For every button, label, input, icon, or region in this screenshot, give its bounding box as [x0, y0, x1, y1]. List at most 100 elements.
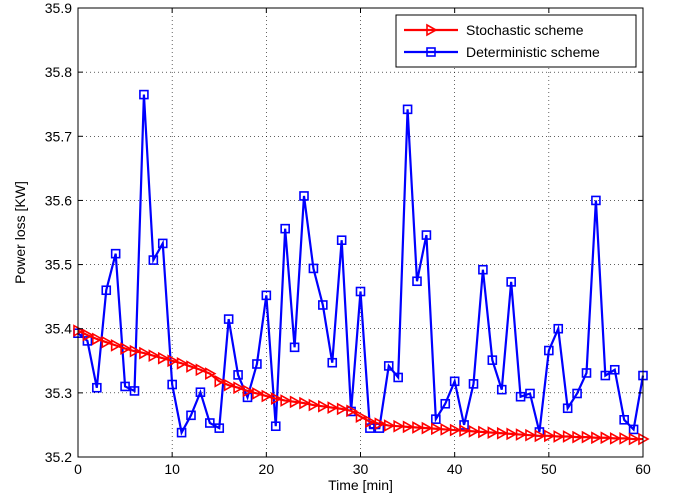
data-point	[412, 276, 422, 287]
legend-marker	[426, 47, 436, 57]
data-point	[468, 424, 481, 438]
data-point	[431, 422, 443, 436]
data-point	[299, 396, 311, 410]
data-point	[270, 421, 281, 432]
data-point	[261, 290, 272, 301]
legend-label: Deterministic scheme	[466, 44, 600, 60]
y-tick-label: 35.3	[45, 385, 72, 401]
data-point	[92, 382, 102, 393]
y-tick-label: 35.9	[45, 0, 72, 16]
axis-ticks: 0 10 20 30 40 50 60 35.2 35.3 35.4 35.5 35.6 35.7 35.…	[45, 0, 651, 477]
data-point	[440, 423, 452, 436]
data-point	[402, 104, 413, 115]
y-axis-title: Power loss [KW]	[12, 181, 28, 284]
y-tick-label: 35.2	[45, 449, 72, 465]
series-line	[77, 94, 645, 436]
data-point	[600, 431, 612, 445]
series-1	[73, 89, 648, 438]
data-point	[289, 342, 300, 353]
data-point	[157, 238, 168, 249]
data-point	[176, 356, 189, 370]
data-point	[619, 414, 629, 425]
data-point	[534, 429, 547, 443]
data-point	[308, 398, 321, 412]
data-point	[205, 418, 215, 428]
data-point	[82, 328, 95, 342]
x-tick-label: 40	[447, 461, 463, 477]
data-point	[374, 417, 386, 431]
data-point	[600, 370, 611, 381]
data-point	[176, 427, 187, 438]
data-point	[346, 404, 358, 418]
data-point	[525, 388, 535, 399]
data-point	[515, 428, 528, 441]
data-point	[195, 363, 208, 377]
data-point	[355, 410, 368, 423]
series-line	[77, 329, 643, 441]
data-point	[421, 230, 432, 240]
x-tick-label: 20	[259, 461, 275, 477]
y-tick-label: 35.7	[45, 128, 72, 144]
data-point	[242, 384, 255, 398]
data-point	[101, 285, 112, 296]
data-point	[327, 357, 338, 368]
data-point	[186, 410, 196, 421]
data-point	[544, 345, 554, 356]
data-point	[120, 342, 132, 355]
data-point	[167, 379, 177, 390]
data-point	[478, 264, 488, 275]
x-tick-label: 0	[74, 461, 82, 477]
data-point	[101, 335, 113, 349]
data-point	[148, 255, 159, 265]
data-point	[383, 361, 394, 371]
legend-label: Stochastic scheme	[466, 22, 584, 38]
data-point	[628, 424, 639, 435]
data-point	[129, 344, 142, 358]
data-point	[506, 277, 516, 287]
data-point	[365, 415, 377, 429]
data-point	[383, 419, 396, 432]
data-point	[167, 354, 179, 368]
data-point	[327, 401, 339, 414]
legend: Stochastic scheme Deterministic scheme	[395, 14, 637, 68]
data-point	[515, 391, 526, 402]
data-point	[233, 381, 245, 395]
data-point	[628, 432, 641, 446]
data-point	[289, 395, 302, 409]
data-point	[591, 431, 603, 445]
data-point	[110, 248, 121, 259]
data-point	[318, 399, 330, 413]
data-point	[449, 423, 462, 437]
series-0	[73, 324, 650, 446]
data-point	[223, 378, 236, 392]
x-tick-label: 60	[635, 461, 651, 477]
data-point	[355, 286, 366, 297]
data-point	[223, 314, 234, 324]
data-point	[487, 426, 499, 439]
data-point	[280, 394, 292, 407]
x-tick-label: 50	[541, 461, 557, 477]
data-point	[609, 432, 622, 445]
data-point	[506, 427, 518, 441]
series-layer	[73, 89, 650, 446]
data-point	[496, 384, 507, 395]
y-tick-label: 35.5	[45, 257, 72, 273]
data-point	[393, 419, 405, 433]
x-tick-label: 10	[164, 461, 180, 477]
data-point	[431, 414, 441, 424]
data-point	[412, 421, 424, 434]
data-point	[496, 426, 509, 440]
data-point	[402, 420, 415, 434]
data-point	[148, 349, 160, 363]
x-axis-title: Time [min]	[328, 477, 393, 493]
data-point	[487, 355, 498, 365]
data-point	[336, 235, 347, 245]
legend-marker	[426, 23, 438, 37]
x-tick-label: 30	[353, 461, 369, 477]
data-point	[299, 191, 309, 201]
data-point	[609, 364, 620, 375]
data-point	[581, 430, 594, 444]
data-point	[139, 89, 149, 100]
data-point	[129, 386, 140, 396]
data-point	[553, 323, 564, 334]
